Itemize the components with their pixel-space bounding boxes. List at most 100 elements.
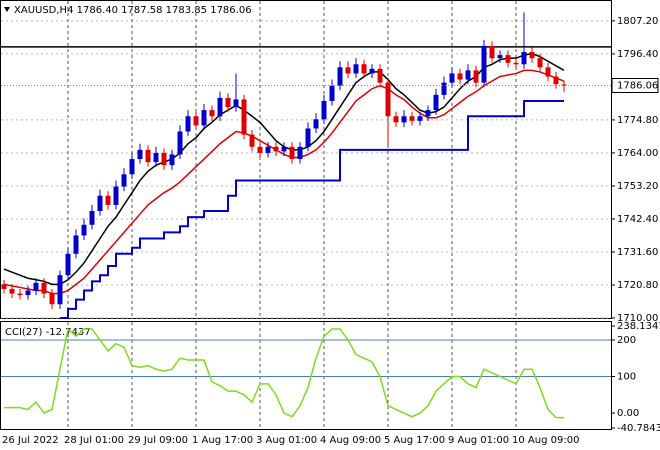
candle-body	[57, 275, 63, 305]
candle-body	[425, 110, 431, 117]
y-tick-label: 200	[617, 335, 636, 346]
y-tick-label: 100	[617, 372, 636, 383]
x-tick-label: 4 Aug 09:00	[320, 435, 381, 446]
candle-body	[17, 293, 23, 296]
candle-body	[233, 99, 239, 108]
candle-body	[177, 131, 183, 155]
candle-body	[129, 159, 135, 175]
candle-body	[385, 82, 391, 117]
candle-body	[473, 70, 479, 83]
x-tick-label: 10 Aug 09:00	[512, 435, 579, 446]
candle-body	[321, 100, 327, 120]
candle-body	[121, 174, 127, 187]
candle-body	[33, 282, 39, 291]
candle-body	[185, 116, 191, 132]
candle-body	[489, 45, 495, 59]
candle-body	[105, 195, 111, 205]
candle-body	[433, 94, 439, 111]
candle-body	[417, 116, 423, 121]
cci-title: CCI(27) -12.7437	[5, 327, 91, 338]
cci-frame	[0, 321, 612, 430]
candle-body	[497, 55, 503, 59]
indicator-line	[60, 99, 564, 319]
candle-body	[353, 64, 359, 74]
candle-body	[289, 146, 295, 160]
candle-body	[409, 116, 415, 121]
y-tick-label: -40.7843	[617, 423, 660, 434]
x-tick-label: 3 Aug 01:00	[256, 435, 317, 446]
candle-body	[209, 110, 215, 117]
candle-body	[241, 99, 247, 135]
candle-body	[193, 116, 199, 126]
y-tick-label: 1753.20	[617, 181, 658, 192]
candle-body	[337, 67, 343, 86]
candle-body	[217, 97, 223, 117]
candle-body	[393, 116, 399, 123]
candle-body	[281, 146, 287, 152]
candle-body	[305, 128, 311, 147]
y-tick-label: 238.1341	[617, 321, 660, 332]
candle-body	[465, 70, 471, 80]
candle-body	[201, 110, 207, 126]
candle-body	[169, 154, 175, 166]
candle-body	[345, 67, 351, 74]
candle-body	[553, 76, 559, 85]
candle-body	[257, 146, 263, 153]
candle-body	[41, 282, 47, 294]
candle-body	[449, 73, 455, 83]
candle-body	[265, 146, 271, 153]
candle-body	[377, 68, 383, 83]
x-tick-label: 5 Aug 17:00	[384, 435, 445, 446]
y-tick-label: 0.00	[617, 408, 639, 419]
current-price-box	[611, 77, 659, 93]
candle-body	[369, 68, 375, 74]
candle-body	[137, 149, 143, 160]
y-tick-label: 1764.00	[617, 148, 658, 159]
candle-body	[89, 211, 95, 225]
chart-title: XAUUSD,H4 1786.40 1787.58 1783.85 1786.0…	[14, 5, 252, 16]
candle-body	[313, 119, 319, 129]
x-tick-label: 26 Jul 2022	[2, 435, 59, 446]
candle-body	[521, 52, 527, 65]
candle-body	[25, 290, 31, 296]
candle-body	[153, 152, 159, 163]
candle-body	[65, 253, 71, 276]
candle-body	[361, 64, 367, 74]
candle-body	[113, 186, 119, 205]
candle-body	[273, 146, 279, 152]
candle-body	[249, 134, 255, 147]
candle-body	[1, 284, 7, 289]
candle-body	[81, 224, 87, 236]
x-tick-label: 9 Aug 01:00	[448, 435, 509, 446]
candle-body	[481, 45, 487, 83]
x-tick-label: 28 Jul 01:00	[64, 435, 124, 446]
candle-body	[329, 85, 335, 101]
candle-body	[297, 146, 303, 160]
candle-body	[537, 58, 543, 68]
candle-body	[161, 152, 167, 166]
candle-body	[9, 288, 15, 294]
current-price-label: 1786.06	[617, 80, 658, 91]
y-tick-label: 1731.60	[617, 247, 658, 258]
candle-body	[441, 82, 447, 95]
candle-body	[457, 73, 463, 80]
x-tick-label: 1 Aug 17:00	[192, 435, 253, 446]
candle-body	[97, 195, 103, 212]
y-tick-label: 1710.00	[617, 313, 658, 324]
candle-body	[401, 116, 407, 123]
candle-body	[49, 293, 55, 305]
y-tick-label: 1742.40	[617, 214, 658, 225]
y-tick-label: 1774.80	[617, 115, 658, 126]
candle-body	[225, 97, 231, 108]
x-tick-label: 29 Jul 09:00	[128, 435, 188, 446]
y-tick-label: 1807.20	[617, 16, 658, 27]
candle-body	[145, 149, 151, 163]
candle-body	[505, 55, 511, 63]
candle-body	[73, 235, 79, 254]
candle-body	[529, 52, 535, 59]
candle-body	[513, 62, 519, 65]
menu-icon	[4, 7, 10, 12]
candle-body	[561, 84, 567, 86]
